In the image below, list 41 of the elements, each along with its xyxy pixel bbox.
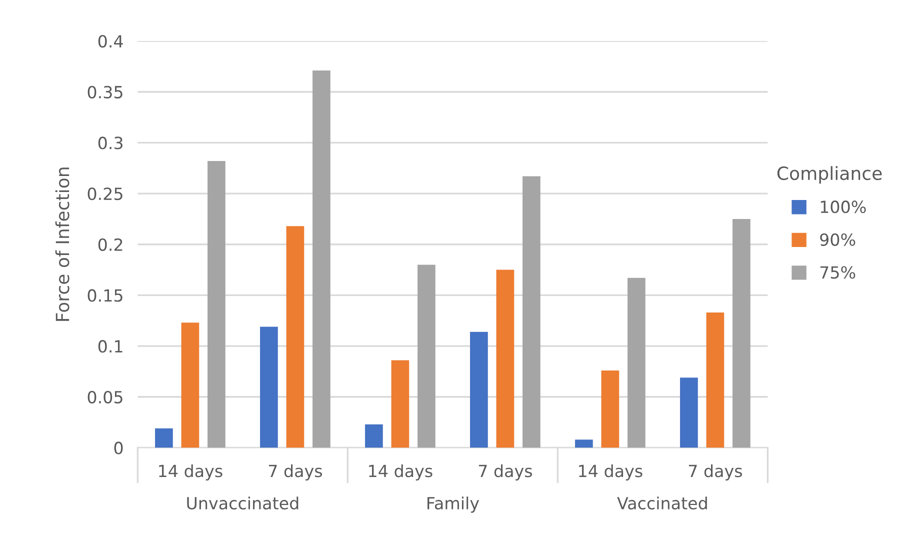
x-tick-label: 14 days — [159, 464, 222, 481]
bar — [522, 176, 540, 448]
y-tick-label: 0.35 — [88, 86, 122, 98]
bar — [680, 378, 698, 448]
bar — [418, 264, 436, 448]
y-tick-label: 0.1 — [98, 340, 122, 353]
bar — [208, 161, 226, 448]
legend-label: 75% — [820, 266, 856, 279]
bar — [496, 270, 514, 448]
text: Family — [428, 496, 480, 513]
bar — [155, 428, 173, 448]
bar — [391, 360, 410, 448]
bar — [286, 226, 304, 448]
text: Vaccinated — [617, 496, 707, 510]
x-tick-label: 7 days — [268, 464, 322, 481]
text: Unvaccinated — [187, 496, 298, 510]
y-tick-label: 0.3 — [98, 136, 122, 150]
legend-label: 90% — [820, 233, 856, 246]
bar — [365, 424, 383, 448]
y-tick-label: 0.15 — [88, 289, 122, 302]
bar — [181, 322, 200, 448]
bar — [601, 370, 620, 448]
y-tick-label: 0 — [114, 442, 123, 454]
bar — [575, 440, 593, 448]
legend-title: Compliance — [777, 166, 882, 184]
y-tick-label: 0.4 — [98, 35, 123, 48]
y-tick-label: 0.25 — [88, 188, 122, 200]
bar — [470, 332, 488, 448]
bar — [260, 326, 278, 448]
x-tick-label: 7 days — [478, 464, 532, 481]
y-axis-title: Force of Infection — [55, 168, 70, 321]
legend-label: 100% — [820, 200, 866, 214]
x-tick-label: 14 days — [579, 464, 642, 481]
bar — [312, 70, 330, 448]
bar — [706, 312, 724, 448]
bar — [732, 218, 750, 448]
bar — [628, 278, 646, 448]
y-tick-label: 0.2 — [98, 238, 122, 251]
x-tick-label: 7 days — [688, 464, 742, 481]
y-tick-label: 0.05 — [88, 390, 122, 404]
x-tick-label: 14 days — [369, 464, 432, 481]
